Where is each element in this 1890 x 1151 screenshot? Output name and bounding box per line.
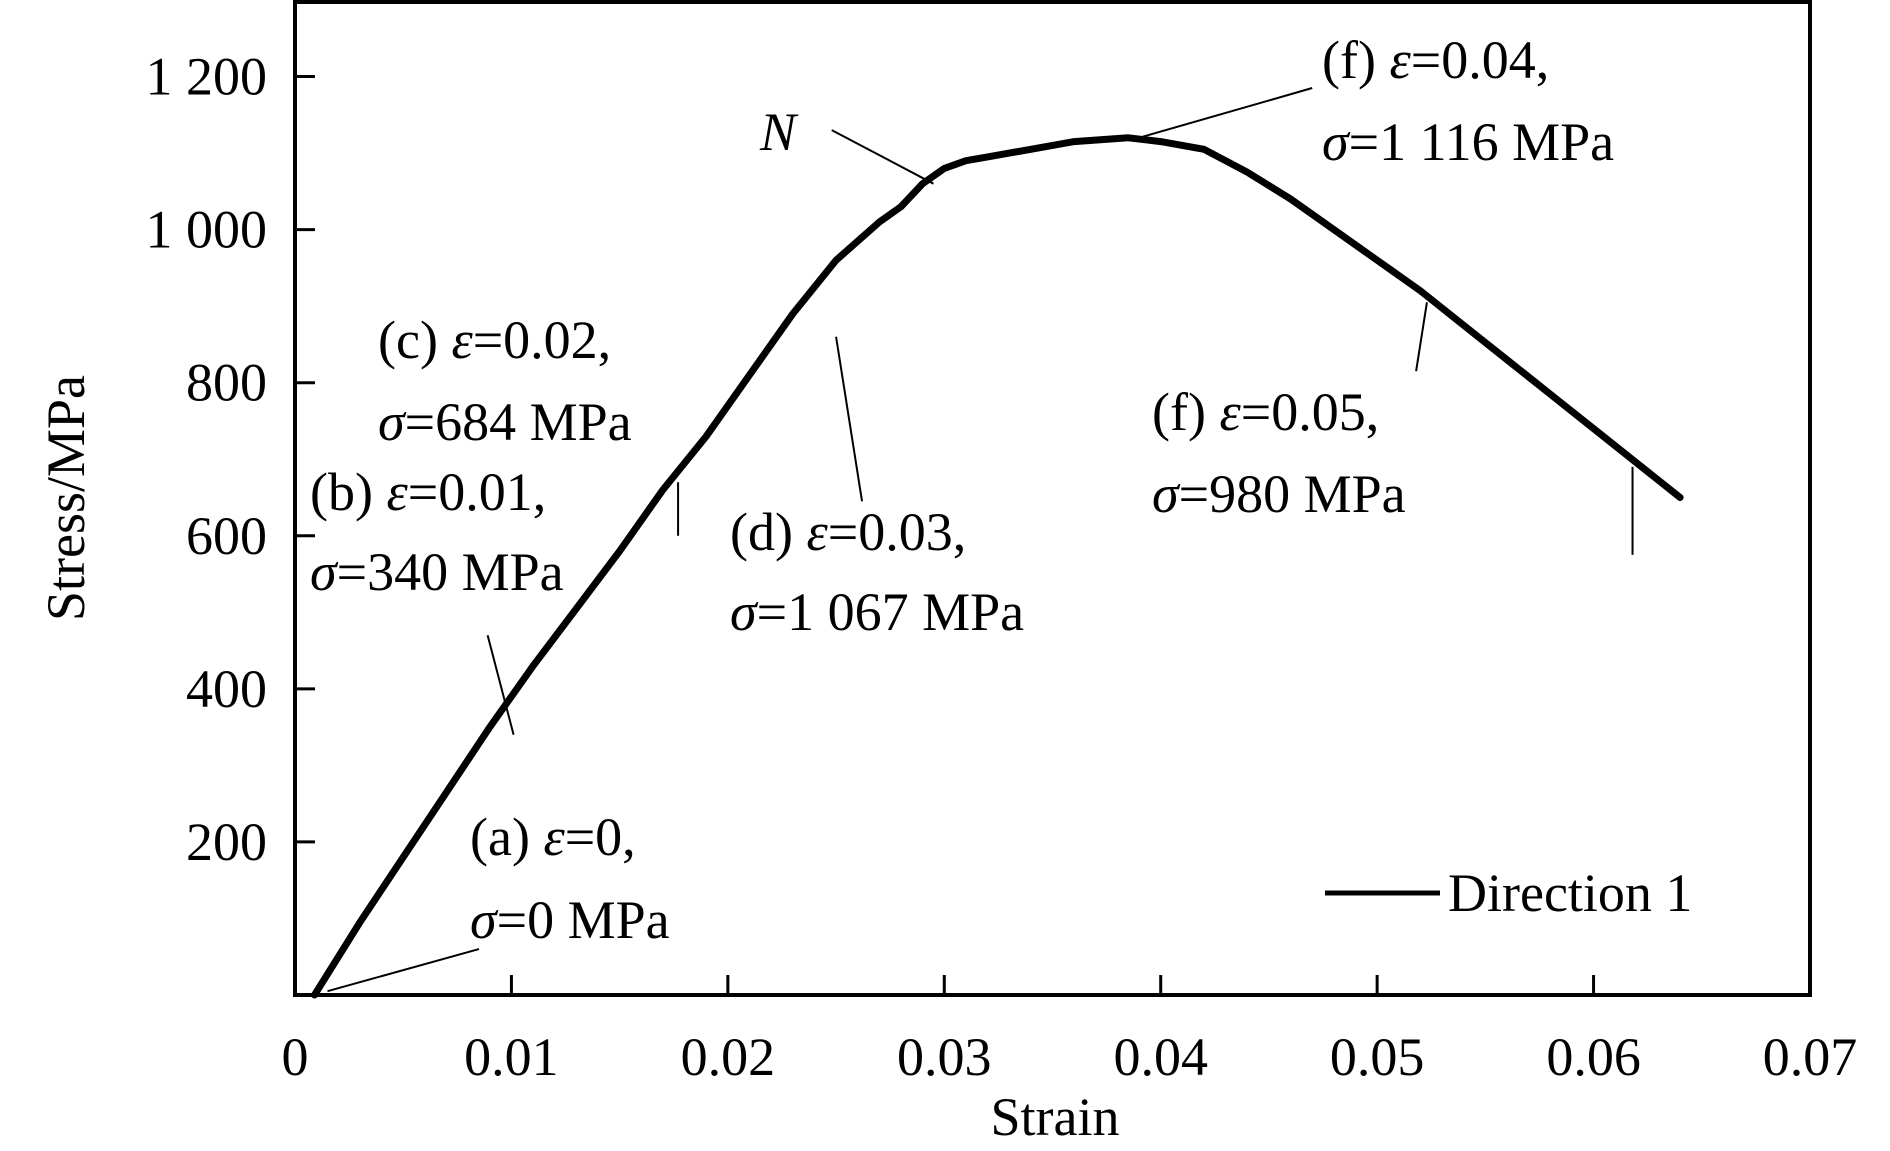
x-tick-label: 0.06 (1546, 1027, 1641, 1087)
annotation-label-c-line1: (c) ε=0.02, (378, 310, 611, 370)
y-tick-label: 600 (186, 506, 267, 566)
annotations: (a) ε=0, σ=0 MPa (b) ε=0.01, σ=340 MPa (c) ε… (310, 30, 1634, 993)
series-layer (311, 134, 1684, 999)
y-tick-label: 1 200 (146, 47, 268, 107)
annotation-leader-b (486, 635, 515, 736)
annotation-label-b-line1: (b) ε=0.01, (310, 462, 546, 522)
plot-border (293, 0, 1812, 997)
x-tick-label: 0.04 (1113, 1027, 1208, 1087)
y-axis-title: Stress/MPa (36, 375, 96, 621)
annotation-label-c-line2: σ=684 MPa (378, 392, 632, 452)
annotation-label-N-line1: N (759, 102, 799, 162)
x-tick-label: 0 (282, 1027, 309, 1087)
annotation-label-d-line2: σ=1 067 MPa (730, 582, 1024, 642)
annotation-leader-f1 (1138, 87, 1313, 139)
y-tick-label: 200 (186, 812, 267, 872)
annotation-label-f1-line1: (f) ε=0.04, (1322, 30, 1549, 90)
annotation-leader-a (327, 948, 480, 993)
annotation-label-a-line2: σ=0 MPa (470, 890, 670, 950)
y-tick-label: 800 (186, 353, 267, 413)
annotation-label-b-line2: σ=340 MPa (310, 542, 564, 602)
x-axis-title: Strain (991, 1087, 1120, 1147)
annotation-label-a-line1: (a) ε=0, (470, 807, 636, 867)
x-tick-label: 0.05 (1330, 1027, 1425, 1087)
y-tick-label: 400 (186, 659, 267, 719)
annotation-label-f1-line2: σ=1 116 MPa (1322, 112, 1614, 172)
annotation-leader-f2 (1415, 302, 1428, 372)
axis-ticks: 0 0.01 0.02 0.03 0.04 0.05 0.06 0.07 200 400 600 80… (146, 47, 1858, 1087)
annotation-label-f2-line1: (f) ε=0.05, (1152, 382, 1379, 442)
y-tick-label: 1 000 (146, 200, 268, 260)
series-line-direction-1 (311, 134, 1684, 999)
annotation-leader-N (831, 129, 934, 185)
legend-label: Direction 1 (1448, 863, 1692, 923)
x-tick-label: 0.03 (897, 1027, 992, 1087)
plot-frame (293, 0, 1812, 997)
legend: Direction 1 (1325, 863, 1692, 923)
annotation-label-f2-line2: σ=980 MPa (1152, 464, 1406, 524)
annotation-label-d-line1: (d) ε=0.03, (730, 502, 966, 562)
x-tick-label: 0.01 (464, 1027, 559, 1087)
x-tick-label: 0.07 (1763, 1027, 1858, 1087)
x-tick-label: 0.02 (681, 1027, 776, 1087)
annotation-leader-d (835, 336, 864, 502)
